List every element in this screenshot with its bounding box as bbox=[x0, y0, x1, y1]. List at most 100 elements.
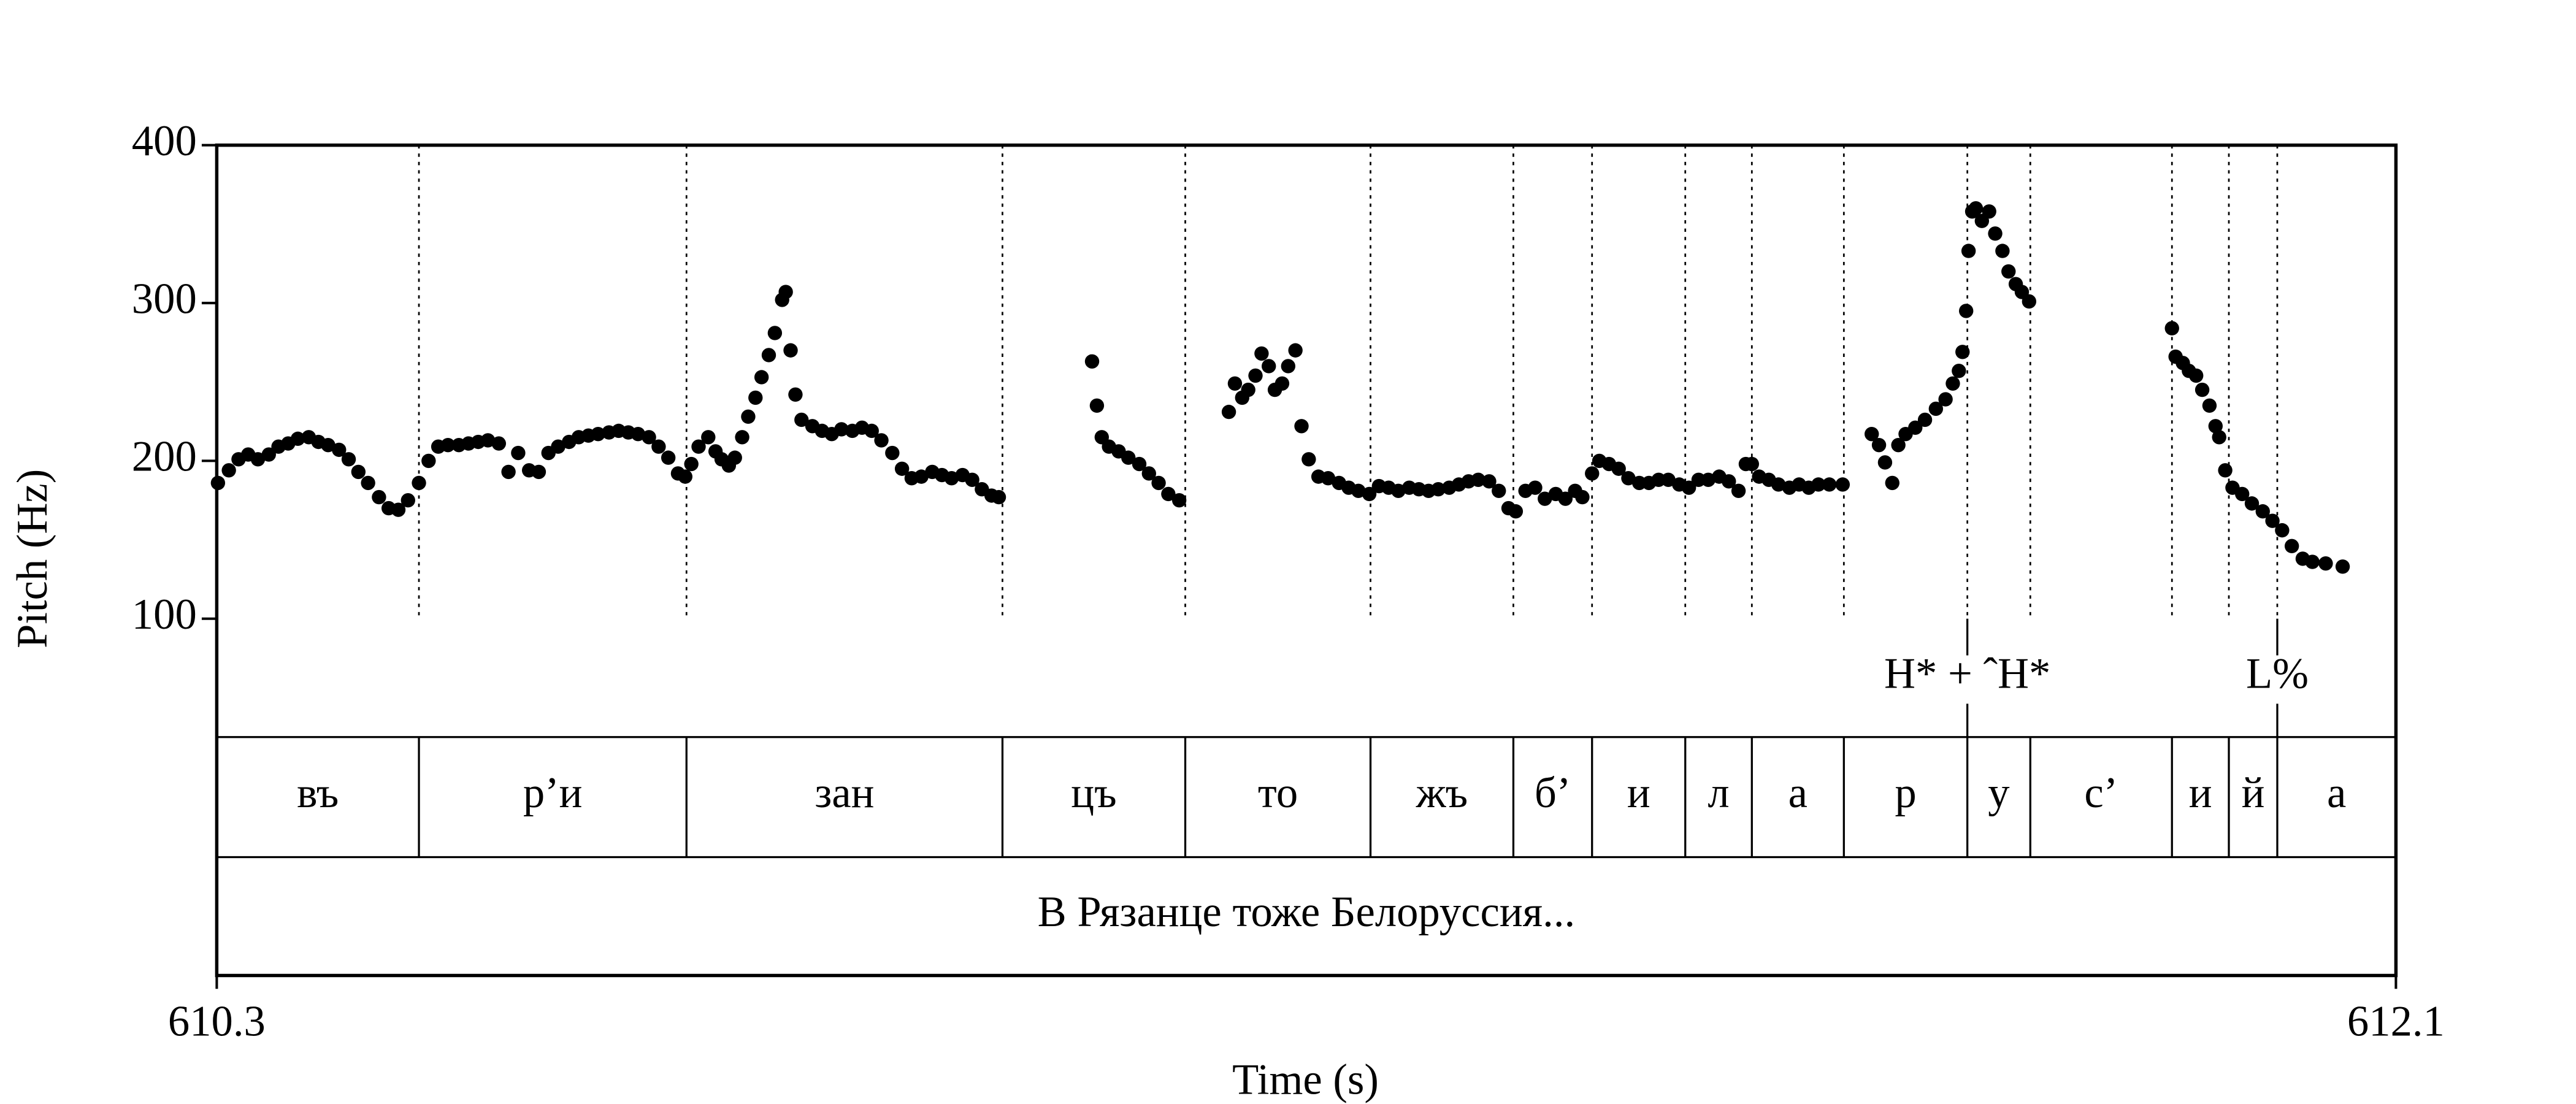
y-tick-label: 400 bbox=[132, 117, 197, 165]
pitch-point bbox=[1227, 376, 1243, 391]
pitch-point bbox=[1955, 345, 1970, 359]
pitch-point bbox=[1321, 471, 1336, 486]
segment-label: и bbox=[2189, 769, 2212, 817]
pitch-point bbox=[1508, 504, 1524, 519]
pitch-point bbox=[2189, 368, 2204, 383]
pitch-point bbox=[741, 409, 756, 424]
segment-label: р bbox=[1895, 769, 1916, 817]
pitch-point bbox=[2208, 419, 2223, 434]
pitch-point bbox=[1744, 456, 1759, 472]
pitch-point bbox=[894, 461, 910, 476]
pitch-point bbox=[965, 472, 979, 487]
pitch-point bbox=[1288, 343, 1303, 358]
pitch-point bbox=[372, 489, 386, 505]
x-axis-label: Time (s) bbox=[1232, 1056, 1379, 1103]
pitch-point bbox=[1771, 477, 1786, 492]
pitch-point bbox=[1254, 346, 1269, 361]
pitch-point bbox=[2212, 430, 2226, 445]
pitch-point bbox=[727, 450, 742, 465]
pitch-point bbox=[440, 437, 456, 453]
pitch-point bbox=[2195, 382, 2210, 397]
pitch-point bbox=[250, 452, 266, 467]
pitch-point bbox=[1621, 471, 1636, 486]
tone-label: L% bbox=[2246, 650, 2309, 697]
pitch-point bbox=[1661, 472, 1676, 487]
pitch-point bbox=[2164, 321, 2179, 335]
pitch-point bbox=[678, 469, 692, 484]
pitch-point bbox=[1558, 491, 1573, 506]
pitch-point bbox=[1835, 477, 1850, 492]
tone-label: H* + ˆH* bbox=[1884, 650, 2050, 697]
y-axis-label: Pitch (Hz) bbox=[9, 469, 56, 648]
pitch-point bbox=[794, 412, 809, 427]
pitch-point bbox=[1722, 474, 1736, 489]
pitch-point bbox=[1351, 483, 1366, 498]
segment-label: и bbox=[1627, 769, 1650, 817]
pitch-point bbox=[2202, 398, 2217, 413]
pitch-point bbox=[2235, 486, 2250, 502]
pitch-point bbox=[642, 430, 656, 445]
pitch-point bbox=[2335, 559, 2350, 574]
pitch-point bbox=[1492, 483, 1506, 498]
pitch-point bbox=[421, 453, 436, 469]
pitch-point bbox=[2284, 539, 2299, 554]
pitch-point bbox=[1701, 472, 1715, 487]
pitch-point bbox=[1121, 450, 1136, 465]
pitch-point bbox=[1471, 472, 1485, 487]
segment-label: р’и bbox=[523, 769, 583, 817]
pitch-point bbox=[501, 464, 516, 480]
pitch-point bbox=[1928, 401, 1944, 416]
pitch-point bbox=[754, 370, 769, 385]
pitch-point bbox=[914, 469, 929, 484]
pitch-point bbox=[1362, 486, 1377, 502]
pitch-point bbox=[511, 445, 526, 461]
pitch-point bbox=[1995, 243, 2010, 258]
pitch-point bbox=[735, 430, 749, 445]
pitch-point bbox=[1877, 455, 1893, 470]
pitch-point bbox=[591, 426, 605, 442]
pitch-point bbox=[1538, 491, 1552, 506]
segment-label: й bbox=[2242, 769, 2265, 817]
pitch-point bbox=[1952, 364, 1966, 378]
segment-label: то bbox=[1258, 769, 1298, 817]
pitch-point bbox=[480, 433, 496, 448]
pitch-point bbox=[1885, 475, 1899, 491]
pitch-point bbox=[210, 475, 226, 491]
pitch-point bbox=[531, 464, 546, 480]
pitch-point bbox=[783, 343, 798, 358]
pitch-point bbox=[1301, 452, 1316, 467]
pitch-point bbox=[1151, 475, 1166, 491]
pitch-point bbox=[748, 390, 763, 405]
pitch-point bbox=[834, 422, 849, 437]
pitch-point bbox=[221, 463, 236, 478]
pitch-point bbox=[261, 447, 276, 462]
pitch-point bbox=[2001, 264, 2016, 279]
pitch-point bbox=[412, 475, 426, 491]
pitch-point bbox=[341, 452, 356, 467]
pitch-point bbox=[631, 426, 646, 442]
pitch-point bbox=[1275, 376, 1290, 391]
pitch-point bbox=[1865, 426, 1879, 442]
segment-label: л bbox=[1708, 769, 1729, 817]
pitch-point bbox=[2275, 523, 2290, 538]
pitch-point bbox=[991, 489, 1006, 505]
pitch-point bbox=[761, 348, 776, 362]
pitch-point bbox=[401, 493, 415, 508]
pitch-point bbox=[1391, 483, 1406, 498]
pitch-point bbox=[684, 456, 699, 472]
pitch-point bbox=[874, 433, 889, 448]
pitch-point bbox=[1811, 477, 1826, 492]
pitch-point bbox=[1141, 466, 1156, 481]
pitch-point bbox=[1482, 474, 1497, 489]
pitch-point bbox=[1961, 243, 1976, 258]
y-tick-label: 200 bbox=[132, 433, 197, 481]
pitch-point bbox=[1871, 437, 1887, 453]
segment-label: цъ bbox=[1071, 769, 1116, 817]
pitch-point bbox=[2265, 513, 2280, 528]
y-tick-label: 100 bbox=[132, 591, 197, 638]
pitch-point bbox=[651, 439, 666, 454]
segment-label: жъ bbox=[1416, 769, 1468, 817]
pitch-point bbox=[2305, 554, 2320, 569]
